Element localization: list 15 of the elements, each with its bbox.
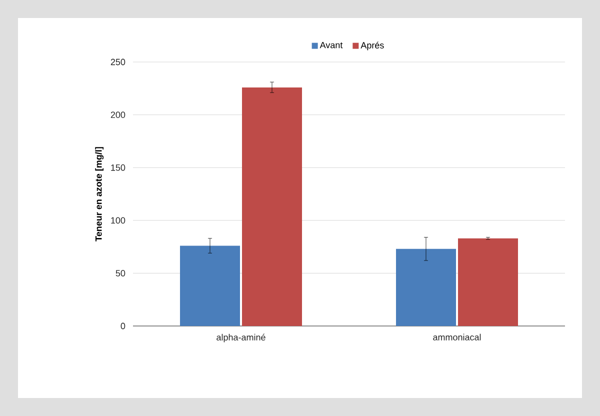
bar <box>180 246 240 326</box>
y-tick-label: 200 <box>110 112 126 118</box>
bar <box>242 87 302 326</box>
y-axis-title: Teneur en azote [mg/l] <box>95 147 104 242</box>
y-tick-label: 150 <box>111 164 126 171</box>
bar <box>396 248 456 326</box>
legend-label: Aprés <box>360 42 384 50</box>
y-tick-label: 50 <box>116 270 126 276</box>
x-tick-label: alpha-aminé <box>216 334 266 342</box>
y-tick-label: 0 <box>120 322 126 330</box>
legend-label: Avant <box>320 42 343 48</box>
bar <box>458 238 518 326</box>
x-tick-label: ammoniacal <box>433 334 481 340</box>
y-tick-label: 100 <box>111 217 126 224</box>
y-tick-label: 250 <box>110 58 126 66</box>
